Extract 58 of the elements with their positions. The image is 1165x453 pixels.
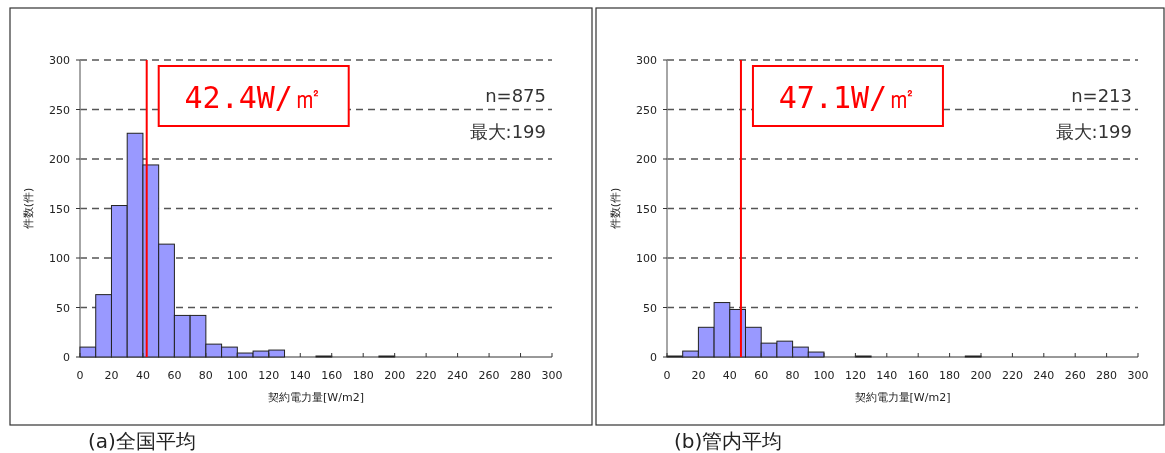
x-tick-label: 220 <box>415 369 437 382</box>
x-tick-label: 260 <box>1064 369 1086 382</box>
x-tick-label: 100 <box>226 369 248 382</box>
text: (b)管内平均 <box>674 429 783 453</box>
x-tick-label: 60 <box>167 369 182 382</box>
x-tick-label: 120 <box>258 369 280 382</box>
y-tick-label: 150 <box>49 202 70 216</box>
x-tick-label: 240 <box>447 369 469 382</box>
y-axis-title: 件数(件) <box>609 187 622 230</box>
x-tick-label: 180 <box>352 369 374 382</box>
x-tick-label: 60 <box>754 369 769 382</box>
x-tick-label: 160 <box>321 369 343 382</box>
ref-line-label: 42.4W/㎡ <box>184 80 323 115</box>
x-tick-label: 280 <box>1096 369 1118 382</box>
x-tick-label: 0 <box>76 369 84 382</box>
x-axis-title: 契約電力量[W/m2] <box>854 391 951 404</box>
x-tick-label: 80 <box>785 369 800 382</box>
x-tick-label: 100 <box>813 369 835 382</box>
annotation: 最大:199 <box>1055 121 1132 142</box>
annotation: n=213 <box>1071 85 1132 106</box>
x-tick-label: 40 <box>722 369 737 382</box>
y-tick-label: 200 <box>636 153 657 166</box>
x-tick-label: 120 <box>844 369 866 382</box>
x-tick-label: 180 <box>939 369 961 382</box>
annotation: n=875 <box>485 85 546 106</box>
y-tick-label: 300 <box>49 54 70 67</box>
x-tick-label: 240 <box>1033 369 1055 382</box>
x-tick-label: 260 <box>478 369 500 382</box>
y-tick-label: 300 <box>636 54 657 67</box>
x-tick-label: 200 <box>970 369 992 382</box>
x-tick-label: 40 <box>135 369 150 382</box>
x-tick-label: 220 <box>1001 369 1023 382</box>
text: (a)全国平均 <box>88 429 196 453</box>
y-axis-title: 件数(件) <box>22 187 35 230</box>
y-tick-label: 250 <box>49 103 70 117</box>
x-tick-label: 160 <box>907 369 929 382</box>
annotation: 最大:199 <box>469 121 546 142</box>
y-tick-label: 100 <box>49 252 70 265</box>
y-tick-label: 200 <box>49 153 70 166</box>
x-tick-label: 20 <box>691 369 706 382</box>
x-tick-label: 0 <box>663 369 671 382</box>
x-tick-label: 300 <box>541 369 563 382</box>
ref-line-label: 47.1W/㎡ <box>778 80 918 115</box>
x-axis-title: 契約電力量[W/m2] <box>268 391 364 404</box>
x-tick-label: 140 <box>876 369 898 382</box>
x-tick-label: 80 <box>198 369 213 382</box>
y-tick-label: 0 <box>650 351 657 364</box>
x-tick-label: 280 <box>510 369 532 382</box>
y-tick-label: 50 <box>56 301 70 315</box>
x-tick-label: 300 <box>1127 369 1149 382</box>
x-tick-label: 20 <box>104 369 119 382</box>
y-tick-label: 100 <box>636 252 657 265</box>
y-tick-label: 0 <box>63 351 70 364</box>
y-tick-label: 250 <box>636 103 657 117</box>
x-tick-label: 200 <box>384 369 406 382</box>
x-tick-label: 140 <box>289 369 311 382</box>
y-tick-label: 150 <box>636 202 657 216</box>
y-tick-label: 50 <box>643 301 657 315</box>
